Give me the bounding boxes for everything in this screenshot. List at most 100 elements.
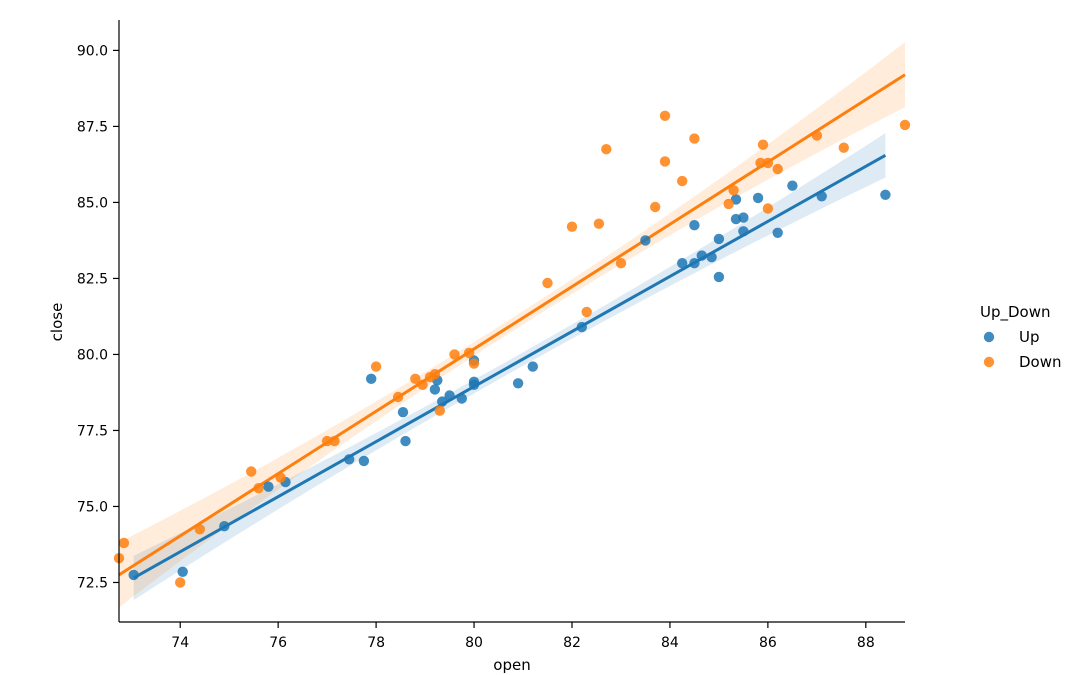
data-point-up [816, 191, 827, 202]
data-point-down [321, 435, 333, 447]
x-tick-label: 80 [465, 635, 483, 651]
legend-marker-down [983, 356, 995, 368]
data-point-down [542, 277, 553, 289]
y-axis-label: close [48, 303, 66, 342]
data-point-up [456, 393, 467, 404]
x-tick-label: 84 [661, 635, 679, 651]
data-point-down [899, 119, 911, 131]
data-point-down [659, 156, 671, 167]
data-point-down [410, 373, 421, 384]
data-point-up [738, 226, 749, 237]
data-point-up [880, 189, 891, 200]
data-point-up [512, 378, 524, 389]
data-point-up [358, 455, 370, 467]
data-point-up [677, 258, 688, 269]
data-point-down [659, 110, 671, 122]
x-tick-label: 78 [367, 635, 385, 651]
data-point-down [601, 144, 612, 155]
data-point-up [219, 521, 230, 532]
data-point-up [437, 396, 448, 407]
data-point-down [118, 537, 130, 549]
data-point-up [772, 227, 783, 238]
data-point-up [468, 376, 480, 387]
x-axis-label: open [493, 656, 530, 674]
data-point-down [429, 369, 441, 380]
data-point-up [706, 252, 717, 263]
x-tick-label: 88 [857, 635, 875, 651]
data-point-up [689, 258, 700, 269]
data-point-down [581, 306, 592, 318]
data-point-down [253, 483, 264, 494]
data-point-up [344, 454, 355, 465]
x-tick-label: 86 [759, 635, 777, 651]
legend: Up_Down Up Down [980, 303, 1062, 371]
data-point-up [527, 361, 538, 372]
data-point-down [728, 185, 739, 196]
data-point-down [175, 577, 186, 588]
data-point-up [263, 481, 274, 492]
data-point-down [275, 472, 286, 483]
data-point-up [444, 390, 455, 401]
x-tick-label: 76 [269, 635, 287, 651]
data-point-down [757, 139, 769, 150]
regression-line-up [132, 153, 887, 580]
data-point-up [429, 384, 441, 395]
data-point-up [397, 407, 409, 418]
data-point-down [329, 435, 340, 447]
data-point-down [463, 347, 475, 359]
y-tick-label: 80.0 [77, 347, 108, 363]
data-point-down [449, 349, 460, 360]
data-points [113, 110, 911, 588]
data-point-down [772, 163, 783, 175]
data-point-down [434, 405, 445, 416]
data-point-down [566, 221, 578, 232]
data-point-up [640, 235, 651, 246]
y-tick-label: 87.5 [77, 119, 108, 135]
data-point-up [128, 569, 139, 581]
legend-label-up: Up [1019, 328, 1040, 346]
y-tick-label: 82.5 [77, 271, 108, 287]
data-point-down [811, 130, 823, 141]
y-tick-label: 85.0 [77, 195, 108, 211]
data-point-down [762, 157, 774, 169]
data-point-up [696, 250, 707, 261]
data-point-down [677, 175, 688, 187]
data-point-up [689, 220, 700, 231]
legend-marker-up [983, 331, 995, 343]
data-point-down [838, 142, 849, 153]
regression-lines [118, 73, 906, 580]
legend-title: Up_Down [980, 303, 1051, 322]
y-tick-label: 77.5 [77, 423, 108, 439]
data-point-down [392, 391, 404, 403]
y-tick-label: 90.0 [77, 43, 108, 59]
data-point-down [755, 157, 766, 169]
data-point-up [713, 233, 725, 245]
y-tick-label: 75.0 [77, 499, 108, 515]
data-point-up [576, 321, 587, 333]
data-point-up [738, 212, 749, 223]
data-point-down [615, 258, 627, 269]
y-tick-label: 72.5 [77, 575, 108, 591]
data-point-down [417, 379, 428, 390]
data-point-up [177, 566, 188, 577]
x-tick-label: 74 [171, 635, 189, 651]
data-point-up [713, 271, 725, 283]
data-point-up [366, 373, 377, 384]
data-point-down [593, 218, 605, 229]
data-point-down [689, 133, 700, 144]
data-point-down [370, 361, 382, 372]
data-point-down [650, 201, 661, 213]
data-point-down [246, 466, 257, 477]
data-point-down [468, 358, 480, 369]
data-point-down [762, 203, 774, 214]
legend-label-down: Down [1019, 353, 1062, 371]
data-point-up [787, 180, 798, 191]
axes: 74 76 78 80 82 84 86 88 72.5 75.0 77.5 80.0 82.5 85.0… [77, 20, 905, 651]
regression-line-down [118, 73, 906, 577]
x-tick-label: 82 [563, 635, 581, 651]
data-point-down [723, 198, 734, 210]
data-point-up [400, 435, 411, 447]
data-point-down [194, 524, 205, 535]
data-point-up [752, 192, 764, 204]
